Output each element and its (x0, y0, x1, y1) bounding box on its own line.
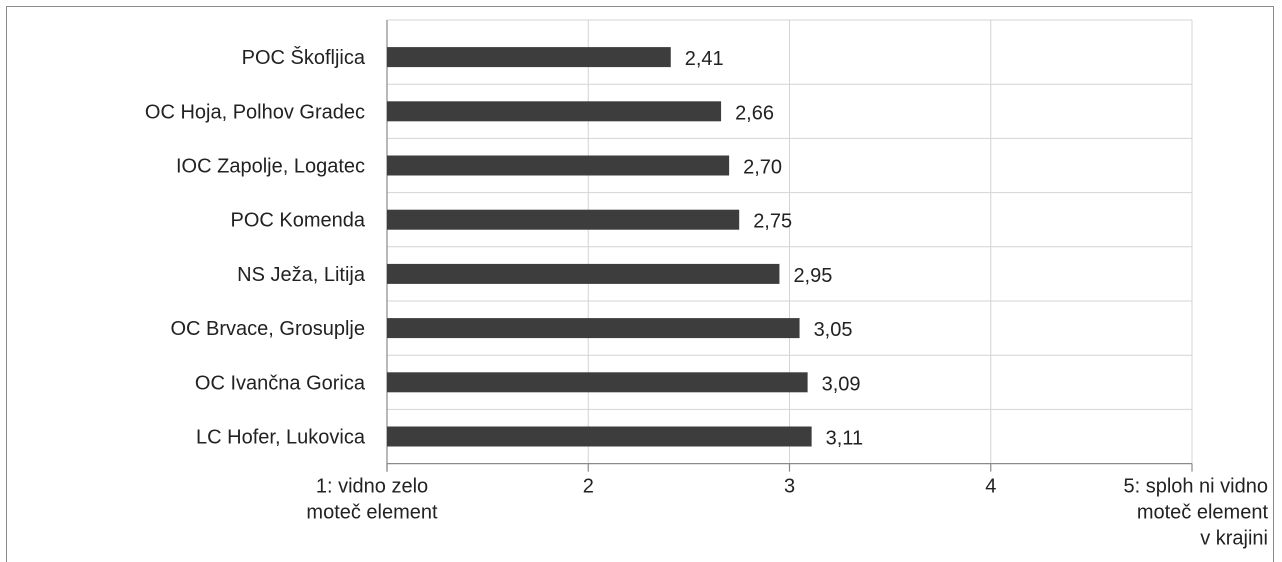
data-label: 2,75 (753, 211, 792, 233)
bar (387, 372, 808, 392)
category-label: POC Škofljica (242, 46, 366, 69)
x-tick-label-line: 2 (583, 476, 594, 498)
bar (387, 156, 729, 176)
x-tick-label-line: 4 (985, 476, 996, 498)
data-label: 3,11 (826, 428, 863, 450)
data-label: 2,70 (743, 157, 782, 179)
x-axis-ticks: 1: vidno zelo moteč element 2 3 4 5: sploh ni… (306, 476, 1268, 550)
category-label: OC Brvace, Grosuplje (170, 318, 365, 340)
bar (387, 47, 671, 67)
bar (387, 264, 779, 284)
category-label: OC Ivančna Gorica (195, 372, 366, 394)
category-label: POC Komenda (230, 210, 365, 232)
x-tick-label-line: moteč element (306, 502, 438, 524)
bar (387, 210, 739, 230)
category-label: OC Hoja, Polhov Gradec (145, 101, 365, 123)
data-label: 2,41 (685, 48, 724, 70)
category-label: NS Ježa, Litija (237, 264, 366, 286)
data-label: 3,09 (822, 373, 861, 395)
category-labels: POC Škofljica OC Hoja, Polhov Gradec IOC Z… (145, 46, 366, 448)
grid (387, 20, 1192, 472)
bar (387, 318, 800, 338)
x-tick-label-line: v krajini (1200, 528, 1268, 550)
category-label: LC Hofer, Lukovica (196, 427, 366, 449)
x-tick-label: 3 (784, 476, 795, 498)
x-tick-label-line: 1: vidno zelo (316, 476, 428, 498)
bar (387, 427, 812, 447)
data-label: 2,66 (735, 102, 774, 124)
x-tick-label: 4 (985, 476, 996, 498)
x-tick-label-line: moteč element (1137, 502, 1269, 524)
x-tick-label-line: 3 (784, 476, 795, 498)
x-tick-label: 1: vidno zelo moteč element (306, 476, 438, 524)
x-tick-label-line: 5: sploh ni vidno (1123, 476, 1268, 498)
data-label: 2,95 (793, 265, 832, 287)
data-label: 3,05 (814, 319, 853, 341)
category-label: IOC Zapolje, Logatec (176, 156, 365, 178)
x-tick-label: 2 (583, 476, 594, 498)
bar (387, 101, 721, 121)
x-tick-label: 5: sploh ni vidno moteč element v krajini (1123, 476, 1268, 550)
